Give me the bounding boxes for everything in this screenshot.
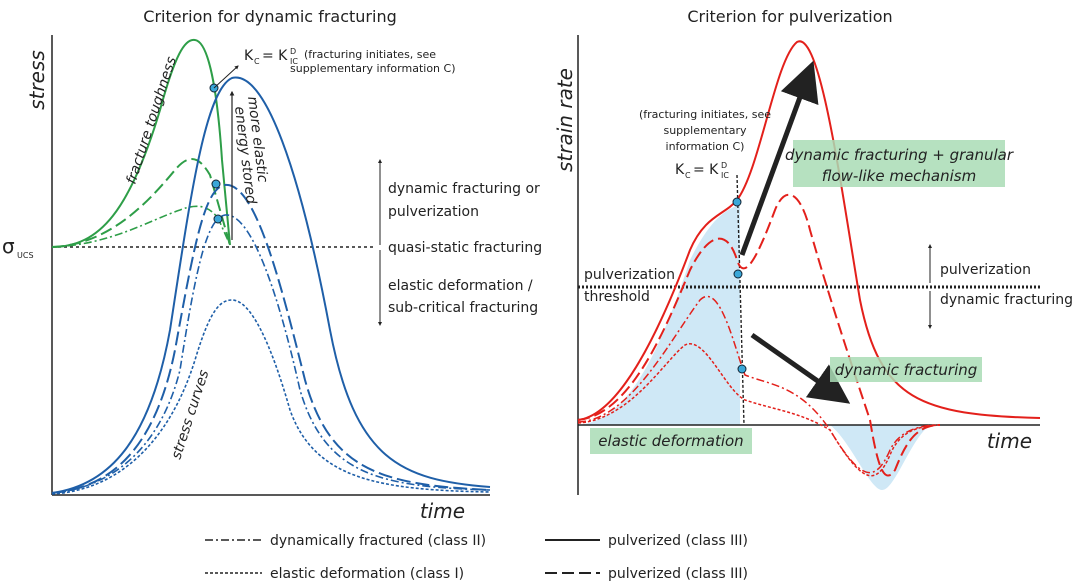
- zone-label: dynamic fracturing or: [388, 181, 540, 197]
- kc-note: (fracturing initiates, see: [304, 48, 436, 61]
- legend-label: pulverized (class III): [608, 566, 748, 582]
- kc-ic: IC: [290, 57, 298, 66]
- legend-label: pulverized (class III): [608, 533, 748, 549]
- right-panel: Criterion for pulverization strain rate …: [553, 7, 1073, 495]
- fracturing-label: dynamic fracturing: [835, 361, 978, 379]
- initiation-line: [736, 174, 745, 426]
- red-dashdot: [577, 296, 941, 474]
- fracture-point: [213, 214, 223, 224]
- kc-k: K: [244, 48, 254, 64]
- zone-label: pulverization: [940, 262, 1031, 278]
- zone-label: quasi-static fracturing: [388, 240, 542, 256]
- left-panel: Criterion for dynamic fracturing stress …: [2, 7, 542, 523]
- elastic-label: elastic deformation: [598, 432, 743, 450]
- zone-label: dynamic fracturing: [940, 292, 1073, 308]
- kc-c: C: [685, 171, 691, 180]
- kc-arrow: [213, 65, 239, 89]
- trend-arrow: [750, 332, 851, 404]
- kc-eq: = K: [262, 48, 288, 64]
- x-label: time: [987, 429, 1032, 453]
- kc-note: supplementary information C): [290, 62, 455, 75]
- fracture-point: [737, 364, 747, 374]
- zone-label: elastic deformation /: [388, 278, 533, 294]
- fracture-toughness: fracture toughness: [124, 55, 180, 186]
- stress-curves: stress curves: [169, 368, 213, 461]
- blue-dashed: [51, 183, 491, 494]
- y-label: strain rate: [553, 68, 577, 172]
- legend-label: elastic deformation (class I): [270, 566, 464, 582]
- kc-k: K: [675, 162, 685, 178]
- sigma-sub: UCS: [17, 251, 34, 260]
- sigma: σ: [2, 234, 15, 258]
- kc-ic: IC: [721, 171, 729, 180]
- highlight: [793, 140, 1005, 187]
- blue-dotted: [51, 299, 491, 495]
- legend-label: dynamically fractured (class II): [270, 533, 486, 549]
- kc-eq: = K: [693, 162, 719, 178]
- shaded-area: [830, 425, 930, 490]
- trend-arrow: [739, 60, 819, 256]
- red-dashed: [577, 193, 941, 477]
- green-dashdot: [51, 205, 231, 248]
- mechanism-label: flow-like mechanism: [822, 167, 976, 185]
- threshold-label: pulverization: [584, 267, 675, 283]
- zone-label: sub-critical fracturing: [388, 300, 538, 316]
- y-label: stress: [25, 50, 49, 110]
- mechanism-label: dynamic fracturing + granular: [785, 146, 1014, 164]
- title: Criterion for dynamic fracturing: [143, 7, 396, 26]
- x-label: time: [420, 499, 465, 523]
- fracture-point: [733, 269, 743, 279]
- zone-label: pulverization: [388, 204, 479, 220]
- title: Criterion for pulverization: [687, 7, 892, 26]
- fracture-point: [732, 197, 742, 207]
- kc-d: D: [721, 161, 727, 170]
- kc-note: supplementary: [663, 124, 747, 137]
- blue-solid: [51, 76, 491, 494]
- kc-c: C: [254, 57, 260, 66]
- fracture-point: [211, 179, 221, 189]
- kc-note: (fracturing initiates, see: [639, 108, 771, 121]
- highlight: [590, 428, 752, 454]
- kc-d: D: [290, 47, 296, 56]
- green-dashed: [51, 158, 231, 248]
- threshold-label: threshold: [584, 289, 650, 305]
- blue-dashdot: [51, 214, 491, 494]
- kc-note: information C): [666, 140, 745, 153]
- legend: dynamically fractured (class II) elastic…: [205, 533, 748, 582]
- highlight: [830, 357, 982, 382]
- shaded-area: [578, 205, 740, 425]
